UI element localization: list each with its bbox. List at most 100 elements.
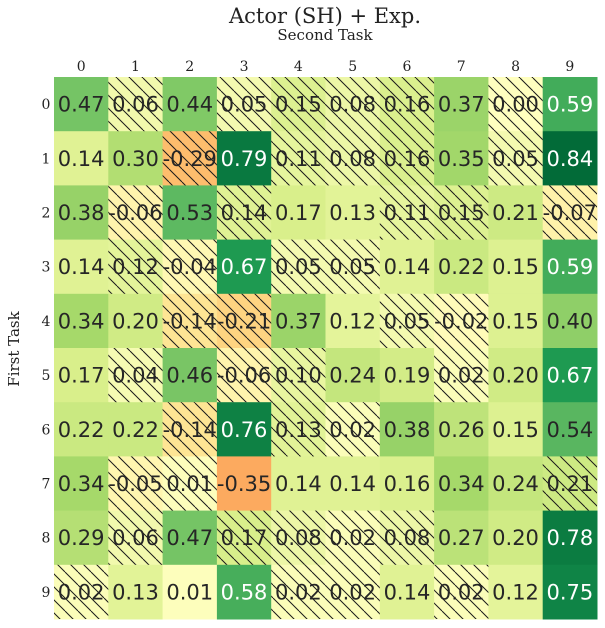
cell-value-1-0: 0.14 — [58, 147, 105, 171]
y-tick-7: 7 — [42, 477, 51, 493]
cell-value-5-1: 0.04 — [112, 364, 159, 388]
heatmap-cell-3-3 — [216, 239, 272, 295]
cell-value-0-2: 0.44 — [166, 93, 213, 117]
cell-value-3-6: 0.14 — [384, 255, 431, 279]
heatmap-cell-6-6 — [379, 402, 435, 457]
heatmap-cell-6-1 — [108, 402, 164, 457]
cell-value-6-7: 0.26 — [438, 418, 485, 442]
hatch-2-9 — [542, 185, 597, 240]
cell-value-7-8: 0.24 — [492, 472, 539, 496]
cell-value-4-7: -0.02 — [434, 309, 488, 333]
heatmap-cell-9-2 — [162, 564, 218, 620]
heatmap-cell-8-2 — [162, 510, 218, 566]
cell-value-0-4: 0.15 — [275, 93, 322, 117]
cell-value-9-9: 0.75 — [546, 580, 593, 604]
hatch-5-1 — [108, 348, 163, 403]
heatmap-cell-7-5 — [325, 456, 381, 512]
cell-value-1-8: 0.05 — [492, 147, 539, 171]
hatch-1-6 — [379, 131, 435, 186]
hatch-1-5 — [325, 131, 380, 186]
cell-value-7-3: -0.35 — [217, 472, 271, 496]
heatmap-cell-7-8 — [488, 456, 544, 512]
heatmap-cell-6-8 — [488, 402, 544, 457]
heatmap-cell-6-0 — [54, 402, 109, 457]
cell-value-2-9: -0.07 — [543, 201, 597, 225]
cell-value-1-6: 0.16 — [384, 147, 431, 171]
cell-value-4-4: 0.37 — [275, 309, 322, 333]
heatmap-cell-6-3 — [216, 402, 272, 457]
heatmap-cell-5-2 — [162, 348, 218, 403]
hatch-0-1 — [108, 77, 163, 132]
heatmap-cell-5-8 — [488, 348, 544, 403]
cell-value-3-7: 0.22 — [438, 255, 485, 279]
cell-value-1-1: 0.30 — [112, 147, 159, 171]
heatmap-cell-9-9 — [542, 564, 598, 620]
x-tick-0: 0 — [77, 59, 86, 75]
cell-value-7-7: 0.34 — [438, 472, 485, 496]
hatch-9-4 — [271, 564, 326, 619]
x-tick-2: 2 — [185, 59, 194, 75]
chart-title: Actor (SH) + Exp. — [228, 4, 421, 28]
heatmap-cell-8-7 — [434, 510, 489, 566]
cell-value-6-8: 0.15 — [492, 418, 539, 442]
hatch-3-2 — [162, 239, 217, 294]
x-tick-4: 4 — [294, 59, 303, 75]
y-tick-5: 5 — [42, 368, 51, 384]
cell-value-8-5: 0.02 — [329, 526, 376, 550]
hatch-4-6 — [379, 293, 435, 348]
cell-value-8-6: 0.08 — [384, 526, 431, 550]
cell-value-8-1: 0.06 — [112, 526, 159, 550]
heatmap-cell-6-9 — [542, 402, 598, 457]
cell-value-1-5: 0.08 — [329, 147, 376, 171]
heatmap-cell-1-1 — [108, 131, 164, 186]
heatmap-cell-3-9 — [542, 239, 598, 295]
x-tick-9: 9 — [565, 59, 574, 75]
cell-value-7-6: 0.16 — [384, 472, 431, 496]
cell-value-9-7: 0.02 — [438, 580, 485, 604]
cell-value-4-6: 0.05 — [384, 309, 431, 333]
cell-value-7-5: 0.14 — [329, 472, 376, 496]
heatmap-cell-8-9 — [542, 510, 598, 566]
cell-value-9-1: 0.13 — [112, 580, 159, 604]
cell-value-6-2: -0.14 — [163, 418, 217, 442]
hatch-9-7 — [434, 564, 489, 619]
heatmap-cell-4-0 — [54, 293, 109, 349]
y-tick-6: 6 — [42, 422, 51, 438]
y-tick-2: 2 — [42, 206, 51, 222]
heatmap-cell-0-9 — [542, 77, 598, 132]
cell-value-7-0: 0.34 — [58, 472, 105, 496]
cell-value-0-1: 0.06 — [112, 93, 159, 117]
heatmap-cell-0-0 — [54, 77, 109, 132]
x-tick-8: 8 — [511, 59, 520, 75]
hatch-0-5 — [325, 77, 380, 132]
cell-value-3-1: 0.12 — [112, 255, 159, 279]
heatmap-cell-4-8 — [488, 293, 544, 349]
heatmap-cell-2-5 — [325, 185, 381, 241]
heatmap-cell-7-7 — [434, 456, 489, 512]
hatch-5-7 — [434, 348, 489, 403]
heatmap-cell-1-0 — [54, 131, 109, 186]
cell-value-7-2: 0.01 — [166, 472, 213, 496]
heatmap-cell-9-8 — [488, 564, 544, 620]
hatch-0-4 — [271, 77, 326, 132]
heatmap-cell-2-2 — [162, 185, 218, 241]
cell-value-1-9: 0.84 — [546, 147, 593, 171]
heatmap-cell-7-4 — [271, 456, 326, 512]
hatch-2-6 — [379, 185, 435, 240]
cell-value-6-6: 0.38 — [384, 418, 431, 442]
hatch-3-5 — [325, 239, 380, 294]
heatmap-cell-5-0 — [54, 348, 109, 403]
y-tick-labels: 0 1 2 3 4 5 6 7 8 9 — [42, 97, 51, 601]
heatmap-cell-3-6 — [379, 239, 435, 295]
cell-value-5-3: -0.06 — [217, 364, 271, 388]
cell-value-2-6: 0.11 — [384, 201, 431, 225]
hatch-5-3 — [216, 348, 272, 403]
heatmap-cell-8-0 — [54, 510, 109, 566]
cell-value-2-3: 0.14 — [221, 201, 268, 225]
cell-value-4-9: 0.40 — [546, 309, 593, 333]
cell-value-8-4: 0.08 — [275, 526, 322, 550]
cell-value-0-6: 0.16 — [384, 93, 431, 117]
cell-value-8-3: 0.17 — [221, 526, 268, 550]
hatch-1-4 — [271, 131, 326, 186]
x-tick-1: 1 — [131, 59, 140, 75]
